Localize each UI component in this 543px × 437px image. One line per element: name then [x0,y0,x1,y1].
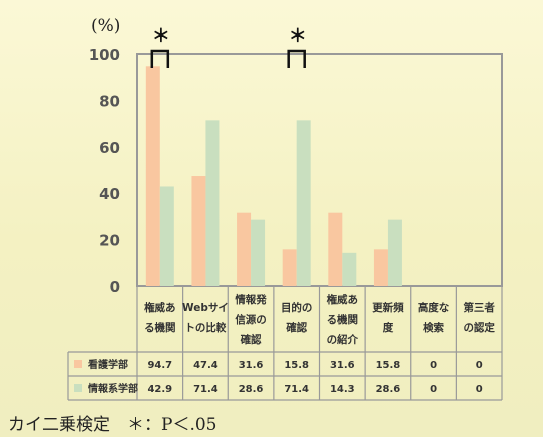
bar-series1 [282,249,297,286]
category-label: 更新頻 [372,301,404,314]
data-label: 0 [476,360,483,371]
legend-label: 情報系学部 [88,382,138,395]
category-label: 度 [383,321,394,334]
data-label: 0 [430,384,437,395]
category-label: 検索 [423,321,444,334]
category-label: 確認 [241,333,262,346]
bar-series1 [328,212,343,286]
legend-swatch [74,384,82,392]
category-label: トの比較 [184,321,226,334]
category-label: 第三者 [463,301,495,314]
bar-series1 [237,212,252,286]
data-label: 31.6 [330,360,355,371]
data-label: 0 [430,360,437,371]
data-label: 42.9 [147,384,172,395]
y-tick-label: 20 [99,232,120,250]
category-label: る機関 [144,321,176,334]
y-axis-label: (%) [91,16,120,36]
significance-marker: ＊ [289,26,307,47]
data-label: 15.8 [284,360,309,371]
data-label: 15.8 [376,360,401,371]
data-label: 47.4 [193,360,218,371]
category-label: 信源の [235,313,267,326]
bar-series2 [205,120,220,287]
bar-series2 [387,219,402,286]
y-tick-label: 60 [99,139,120,157]
chart-footnote: カイ二乗検定 ＊：P＜.05 [8,415,217,435]
y-tick-label: 80 [99,92,120,110]
category-label: 確認 [286,321,307,334]
bar-series1 [191,176,206,286]
category-label: Webサイ [182,302,229,314]
y-tick-label: 0 [110,278,120,296]
legend-swatch [74,360,82,368]
bar-series2 [251,219,266,286]
data-label: 94.7 [147,360,172,371]
bar-series1 [373,249,388,286]
bar-series1 [145,66,160,287]
data-label: 71.4 [193,384,218,395]
bar-series2 [342,252,357,286]
data-label: 28.6 [239,384,264,395]
category-label: の認定 [463,321,495,334]
category-label: 情報発 [235,293,267,306]
category-label: 目的の [281,301,313,314]
category-label: 権威あ [327,293,359,306]
data-label: 0 [476,384,483,395]
data-label: 71.4 [284,384,309,395]
significance-bracket [150,49,170,68]
significance-bracket [287,49,306,68]
significance-marker: ＊ [152,26,170,47]
data-label: 14.3 [330,384,355,395]
legend-label: 看護学部 [88,358,128,371]
bar-series2 [296,120,311,287]
y-tick-label: 40 [99,185,120,203]
category-label: の紹介 [327,333,359,346]
category-label: 権威あ [144,301,176,314]
bar-series2 [159,186,174,286]
y-tick-label: 100 [89,46,120,64]
data-label: 28.6 [376,384,401,395]
category-label: 高度な [418,301,450,314]
data-label: 31.6 [239,360,264,371]
category-label: る機関 [327,313,359,326]
